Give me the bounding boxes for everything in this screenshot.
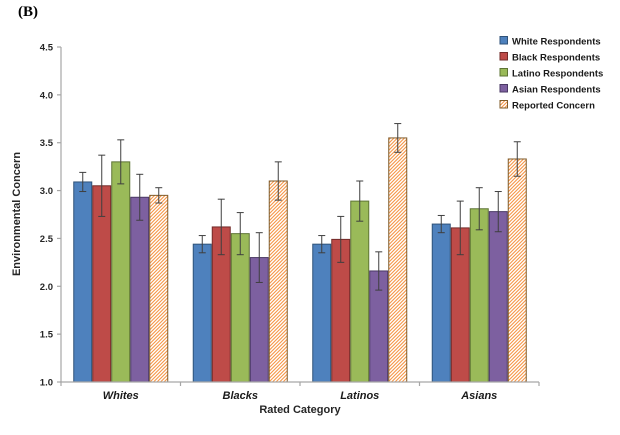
bar [469,208,489,383]
y-tick-label: 1.5 [40,330,54,341]
y-tick-label: 4.5 [40,43,54,54]
y-tick-label: 4.0 [40,90,53,101]
y-tick-label: 1.0 [40,378,53,389]
bar [507,158,527,383]
bar [73,181,93,383]
category-label: Blacks [223,390,258,402]
legend-swatch [499,36,508,45]
legend-label: Asian Respondents [512,85,601,96]
y-tick-label: 3.0 [40,186,53,197]
legend-swatch [499,100,508,109]
legend-swatch [499,52,508,61]
bar [230,233,250,383]
legend-swatch [499,68,508,77]
legend-label: White Respondents [512,37,601,48]
legend-label: Black Respondents [512,53,600,64]
panel-label: (B) [18,4,38,20]
y-tick-label: 3.5 [40,138,54,149]
legend-swatch [499,84,508,93]
x-axis-title: Rated Category [259,404,341,416]
bar [431,223,451,383]
y-tick-label: 2.0 [40,282,53,293]
bar [350,200,370,383]
bar [488,211,508,383]
category-label: Whites [103,390,139,402]
bar [312,243,332,383]
bar [149,194,169,383]
bar [192,243,212,383]
category-label: Asians [460,390,497,402]
legend-label: Latino Respondents [512,69,603,80]
y-tick-label: 2.5 [40,234,54,245]
legend-label: Reported Concern [512,101,595,112]
bar [130,196,150,383]
bar [388,137,408,383]
category-label: Latinos [340,390,379,402]
bar [268,180,288,383]
bar [111,161,131,383]
